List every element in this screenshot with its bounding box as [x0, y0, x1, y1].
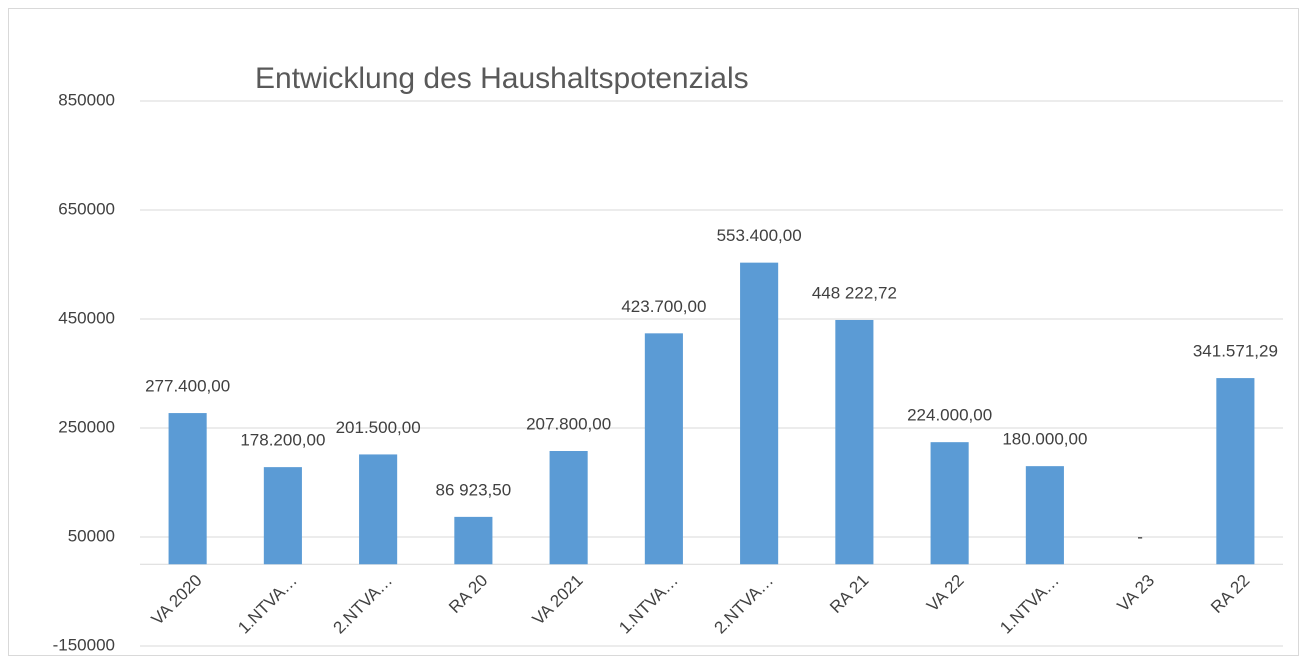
y-tick-label: -150000 [53, 635, 115, 654]
bar [740, 262, 779, 565]
bar [930, 442, 969, 565]
data-label: 178.200,00 [240, 431, 325, 450]
data-label: 448 222,72 [812, 283, 897, 302]
bar [1216, 378, 1255, 565]
bar [1025, 466, 1064, 565]
data-label: 423.700,00 [621, 297, 706, 316]
data-label: 277.400,00 [145, 377, 230, 396]
bar [549, 450, 588, 565]
bar [835, 319, 874, 565]
y-tick-label: 450000 [58, 308, 115, 327]
bar [359, 454, 398, 565]
bar [454, 516, 493, 565]
y-tick-label: 850000 [58, 90, 115, 109]
data-label: 86 923,50 [436, 480, 512, 499]
y-tick-label: 650000 [58, 199, 115, 218]
chart-title: Entwicklung des Haushaltspotenzials [255, 62, 749, 95]
data-label: 207.800,00 [526, 414, 611, 433]
data-label: 553.400,00 [717, 226, 802, 245]
data-label: 201.500,00 [336, 418, 421, 437]
bar [168, 413, 207, 565]
data-label: 180.000,00 [1002, 430, 1087, 449]
data-label: 224.000,00 [907, 406, 992, 425]
data-label: 341.571,29 [1193, 342, 1278, 361]
bar [644, 333, 683, 565]
y-tick-label: 50000 [68, 526, 115, 545]
data-label: - [1137, 528, 1143, 547]
bar [263, 467, 302, 565]
y-tick-label: 250000 [58, 417, 115, 436]
